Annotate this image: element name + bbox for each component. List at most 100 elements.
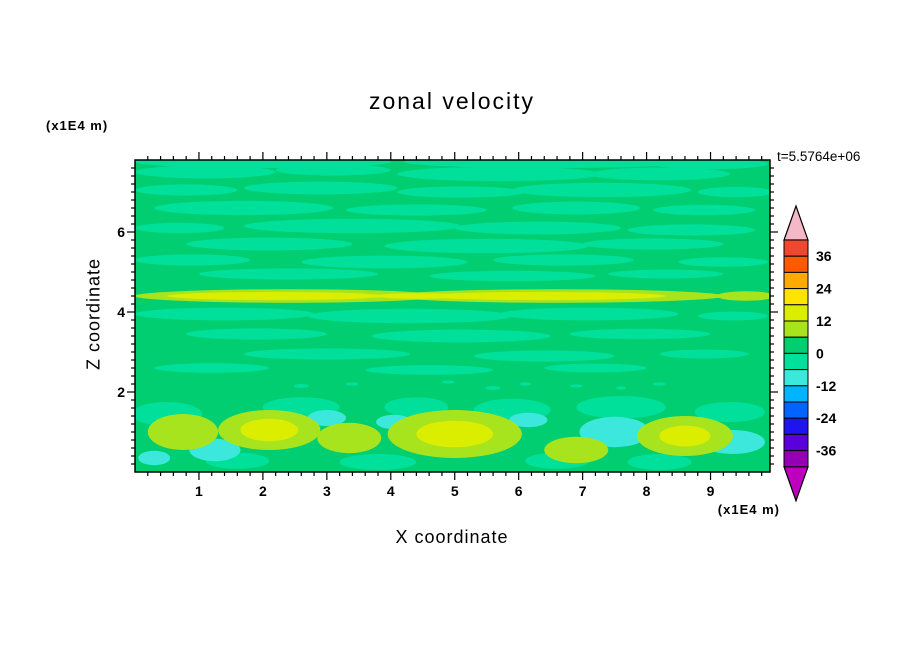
field-blob [716,291,770,301]
field-blob [652,382,666,386]
field-blob [454,221,622,235]
field-blob [659,349,749,359]
x-tick-label: 4 [387,483,395,499]
colorbar-tick-label: 12 [816,313,832,329]
contour-field [135,160,770,472]
field-blob [499,307,679,321]
field-blob [186,237,353,251]
axis-ticks [127,152,778,480]
colorbar-segment [783,369,809,387]
field-blob [301,255,468,269]
field-blob [627,454,692,470]
field-blob [240,418,299,442]
field-blob [371,329,551,343]
field-blob [365,365,494,375]
colorbar-segment [783,352,809,371]
field-blob [135,222,225,234]
field-blob [422,292,666,300]
field-blob [346,382,359,386]
field-blob [473,350,615,362]
colorbar-segment [783,401,809,419]
colorbar-segment [783,288,809,306]
colorbar-over-arrow [783,204,809,241]
colorbar-segment [783,255,809,273]
field-blob [589,167,730,181]
field-blob [138,450,171,466]
x-tick-label: 9 [707,483,715,499]
field-blob [135,184,238,196]
y-tick-label: 6 [117,224,125,240]
field-blob [275,164,391,176]
field-blob [569,384,583,388]
colorbar-segment [783,385,809,403]
field-blob [154,363,270,373]
colorbar-segment [783,304,809,322]
field-blob [135,254,251,266]
colorbar-tick-label: -12 [816,378,836,394]
field-blob [569,328,711,340]
field-blob [493,254,634,266]
x-tick-label: 2 [259,483,267,499]
x-tick-label: 7 [579,483,587,499]
colorbar-tick-label: 24 [816,281,832,297]
y-tick-label: 2 [117,384,125,400]
field-blob [243,348,410,360]
y-axis-unit-label: (x1E4 m) [46,118,109,133]
field-blob [154,200,334,216]
colorbar-segment [783,320,809,338]
field-blob [627,224,756,236]
field-blob [519,382,531,386]
x-tick-label: 5 [451,483,459,499]
field-blob [397,186,526,198]
x-tick-label: 3 [323,483,331,499]
time-annotation: t=5.5764e+06 [777,149,861,164]
field-blob [147,414,219,450]
field-blob [615,386,627,390]
colorbar-under-arrow [783,466,809,503]
field-blob [135,307,315,321]
field-blob [346,204,487,216]
colorbar: 36 24 12 0 -12 -24 -36 [783,204,836,503]
field-blob [317,422,382,454]
field-blob [339,454,417,470]
field-blob [579,416,650,448]
field-blob [186,328,327,340]
field-blob [135,165,276,179]
field-blob [166,292,385,300]
field-blob [397,166,602,182]
colorbar-tick-label: -24 [816,410,836,426]
field-blob [652,204,756,216]
colorbar-tick-label: -36 [816,443,836,459]
field-blob [403,160,698,168]
x-tick-label: 8 [643,483,651,499]
x-tick-label: 6 [515,483,523,499]
field-blob [697,186,770,198]
field-blob [384,238,590,254]
field-blob [652,160,769,170]
field-blob [307,308,513,324]
field-blob [485,386,501,390]
field-blob [544,363,647,373]
x-axis-unit-label: (x1E4 m) [717,502,780,517]
colorbar-segment [783,450,809,468]
field-blob [374,293,465,299]
field-blob [307,410,347,426]
field-blob [416,420,494,448]
field-blob [678,257,769,267]
y-tick-label: 4 [117,304,125,320]
plot-title: zonal velocity [368,88,536,114]
field-blob [512,182,692,198]
colorbar-segment [783,433,809,452]
field-blob [509,412,548,428]
field-blob [243,181,398,195]
colorbar-tick-label: 36 [816,248,832,264]
colorbar-segment [783,417,809,435]
field-blob [694,402,765,422]
x-tick-label: 1 [195,483,203,499]
colorbar-tick-label: 0 [816,345,824,361]
field-blob [512,201,641,215]
colorbar-segment [783,271,809,290]
x-axis-title: X coordinate [395,527,509,547]
